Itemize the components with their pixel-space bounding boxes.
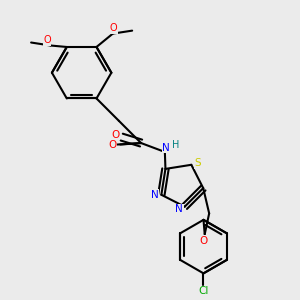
Text: Cl: Cl [198,286,209,296]
Text: H: H [172,140,180,149]
Text: O: O [111,130,119,140]
Text: O: O [109,140,117,149]
Text: S: S [195,158,201,168]
Text: N: N [151,190,159,200]
Text: N: N [176,204,183,214]
Text: O: O [110,23,118,33]
Text: O: O [43,35,51,45]
Text: N: N [163,142,170,152]
Text: O: O [199,236,207,246]
